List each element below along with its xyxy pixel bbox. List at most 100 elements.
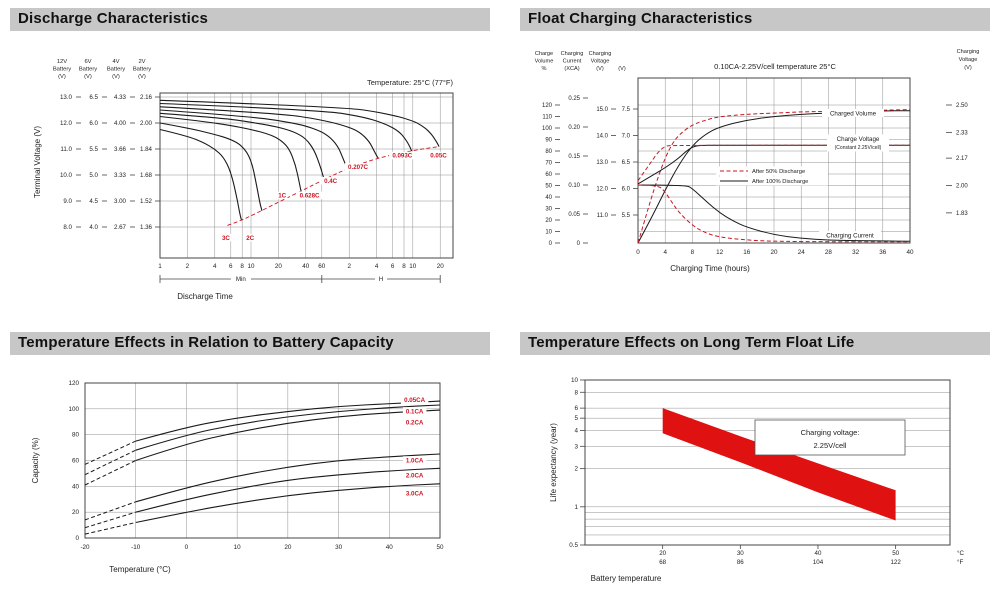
svg-text:2.50: 2.50 [956, 103, 968, 109]
svg-text:Discharge Time: Discharge Time [177, 292, 233, 301]
discharge-characteristics-chart: 1 2 4 6 8 10 20 40 60 2 4 6 8 10 2012VBattery(V)13.012… [33, 59, 454, 301]
series-0.1CA-extrapolated [84, 449, 136, 476]
svg-text:2.16: 2.16 [140, 94, 153, 101]
svg-text:1: 1 [158, 263, 162, 270]
svg-text:20: 20 [659, 550, 666, 557]
svg-text:-10: -10 [131, 544, 141, 551]
svg-text:14.0: 14.0 [596, 134, 608, 140]
series-0.093C [159, 102, 413, 152]
series-charging-current-50 [637, 184, 910, 243]
charts-grid: Discharge Characteristics 1 2 4 6 8 10 20 40 60 2… [10, 8, 990, 602]
svg-text:2C: 2C [246, 235, 254, 242]
svg-text:1.52: 1.52 [140, 198, 153, 205]
svg-text:122: 122 [890, 559, 901, 566]
svg-text:%: % [542, 66, 547, 72]
svg-text:3.00: 3.00 [114, 198, 127, 205]
svg-text:7.5: 7.5 [622, 107, 631, 113]
svg-text:100: 100 [68, 406, 79, 413]
svg-text:(V): (V) [58, 74, 66, 80]
svg-text:4.33: 4.33 [114, 94, 127, 101]
svg-text:Battery: Battery [133, 67, 151, 73]
svg-text:68: 68 [659, 559, 666, 566]
series-2.0CA [135, 467, 441, 513]
svg-text:After 100% Discharge: After 100% Discharge [752, 179, 808, 185]
svg-text:0.05CA: 0.05CA [404, 397, 426, 404]
svg-text:0.628C: 0.628C [300, 193, 320, 200]
svg-text:6.5: 6.5 [89, 94, 98, 101]
svg-text:Voltage: Voltage [591, 59, 610, 65]
svg-text:0: 0 [549, 241, 553, 247]
svg-text:2: 2 [347, 263, 351, 270]
svg-text:0: 0 [185, 544, 189, 551]
svg-text:60: 60 [72, 458, 80, 465]
svg-text:40: 40 [72, 483, 80, 490]
series [662, 408, 896, 521]
svg-text:20: 20 [275, 263, 283, 270]
svg-text:3: 3 [574, 443, 578, 450]
svg-text:11.0: 11.0 [597, 213, 609, 219]
svg-text:0.207C: 0.207C [348, 164, 368, 171]
svg-text:4.00: 4.00 [114, 120, 127, 127]
series-3.0CA [135, 483, 441, 524]
svg-text:40: 40 [815, 550, 822, 557]
svg-text:0.05C: 0.05C [430, 153, 447, 160]
svg-text:2.0CA: 2.0CA [406, 473, 424, 480]
svg-text:Terminal Voltage (V): Terminal Voltage (V) [33, 126, 42, 198]
svg-text:60: 60 [545, 172, 552, 178]
svg-text:0: 0 [636, 249, 640, 256]
svg-text:(V): (V) [618, 66, 626, 72]
series-charging-current-100 [637, 184, 911, 242]
svg-text:Temperature: 25°C (77°F): Temperature: 25°C (77°F) [367, 78, 454, 87]
svg-text:104: 104 [813, 559, 824, 566]
svg-text:40: 40 [386, 544, 394, 551]
float-charging-chart: 0 4 8 12 16 20 24 28 32 36 40 Charge Volume% 120 110 10… [535, 49, 980, 273]
panel-title-discharge: Discharge Characteristics [10, 8, 490, 31]
svg-text:7.0: 7.0 [622, 134, 631, 140]
svg-text:Charging Time (hours): Charging Time (hours) [670, 264, 750, 273]
svg-text:1.83: 1.83 [956, 211, 968, 217]
svg-text:Charging: Charging [957, 49, 980, 55]
float-life-band [662, 408, 896, 521]
labels: Charging voltage: 2.25V/cell [754, 419, 906, 456]
series-2C [159, 122, 263, 211]
axis-scales: 0 4 8 12 16 20 24 28 32 36 40 Charge Volume% 120 110 10… [535, 49, 980, 273]
series-0.207C [159, 106, 379, 159]
svg-text:6.0: 6.0 [89, 120, 98, 127]
svg-text:13.0: 13.0 [596, 160, 608, 166]
svg-text:6.5: 6.5 [622, 160, 631, 166]
svg-text:1.84: 1.84 [140, 146, 153, 153]
svg-text:10: 10 [571, 377, 579, 384]
svg-text:90: 90 [545, 138, 552, 144]
svg-text:°F: °F [957, 559, 963, 566]
svg-text:4: 4 [213, 263, 217, 270]
svg-text:2.00: 2.00 [140, 120, 153, 127]
svg-text:0.2CA: 0.2CA [406, 420, 424, 427]
svg-text:10: 10 [247, 263, 255, 270]
svg-text:50: 50 [892, 550, 899, 557]
svg-text:80: 80 [72, 432, 80, 439]
svg-text:20: 20 [72, 509, 80, 516]
svg-text:Battery: Battery [53, 67, 71, 73]
series-2.0CA-extrapolated [84, 511, 136, 529]
svg-text:0.10: 0.10 [568, 183, 580, 189]
labels: Charged Volume Charge Voltage (Constant 2.… [714, 62, 889, 240]
svg-text:Charge Voltage: Charge Voltage [837, 136, 880, 143]
svg-text:28: 28 [825, 249, 833, 256]
svg-text:Battery: Battery [107, 67, 125, 73]
svg-text:4.5: 4.5 [89, 198, 98, 205]
series-1.0CA [135, 453, 441, 503]
svg-text:Volume: Volume [535, 59, 554, 65]
svg-text:6: 6 [574, 405, 578, 412]
panel-title-float-life: Temperature Effects on Long Term Float L… [520, 332, 990, 355]
series-charge-voltage-100 [637, 144, 910, 185]
svg-text:60: 60 [318, 263, 326, 270]
axis-scales: 0 20 40 60 80 100 120 -20 -10 0 10 20 30 40 50 Capacity… [31, 380, 444, 574]
svg-text:0.5: 0.5 [569, 542, 578, 549]
svg-text:8: 8 [402, 263, 406, 270]
svg-text:8: 8 [240, 263, 244, 270]
svg-text:13.0: 13.0 [60, 94, 73, 101]
panel-title-float-charging: Float Charging Characteristics [520, 8, 990, 31]
svg-text:8.0: 8.0 [63, 224, 72, 231]
svg-text:12: 12 [716, 249, 724, 256]
svg-text:2.00: 2.00 [956, 184, 968, 190]
